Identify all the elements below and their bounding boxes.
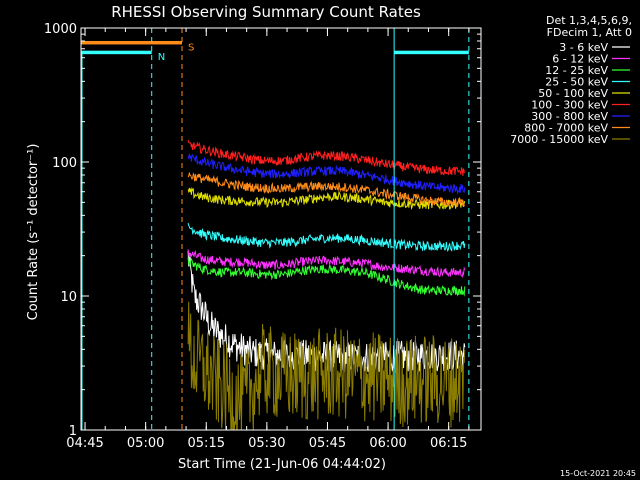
chart-title: RHESSI Observing Summary Count Rates	[111, 3, 421, 21]
flag-label-s: S	[188, 42, 194, 53]
flag-bar-1	[81, 50, 152, 55]
legend-item-label: 100 - 300 keV	[531, 99, 608, 112]
flag-bar-2	[394, 50, 469, 55]
y-tick-label: 10	[60, 290, 77, 305]
series-line-4	[187, 186, 466, 210]
flags-layer: SN	[81, 40, 469, 63]
x-tick-label: 06:00	[369, 436, 406, 451]
y-tick-label: 1	[69, 424, 77, 439]
footer-timestamp: 15-Oct-2021 20:45	[560, 469, 636, 478]
flag-bar-0	[81, 40, 183, 45]
markers-layer	[81, 28, 470, 430]
legend-item-label: 25 - 50 keV	[545, 76, 608, 89]
ticks-layer: 04:45 05:00 05:15 05:30 05:45 06:00 06:15 1 10 10…	[44, 22, 481, 451]
legend-item-label: 6 - 12 keV	[552, 53, 608, 66]
series-line-2	[187, 257, 466, 297]
y-tick-label: 100	[52, 156, 77, 171]
x-tick-label: 05:00	[127, 436, 164, 451]
legend-item-label: 300 - 800 keV	[531, 110, 608, 123]
legend-item-label: 12 - 25 keV	[545, 64, 608, 77]
legend-header-line: Det 1,3,4,5,6,9,	[546, 14, 632, 27]
legend-header-line: FDecim 1, Att 0	[547, 26, 632, 39]
legend-item-label: 3 - 6 keV	[559, 41, 608, 54]
y-tick-label: 1000	[44, 22, 77, 37]
x-tick-label: 05:15	[188, 436, 225, 451]
x-axis-label: Start Time (21-Jun-06 04:44:02)	[178, 457, 386, 472]
series-line-6	[187, 153, 466, 195]
series-line-3	[187, 222, 466, 253]
y-axis-label: Count Rate (s⁻¹ detector⁻¹)	[26, 144, 41, 321]
plot-frame	[80, 27, 482, 431]
series-line-7	[187, 171, 465, 208]
x-tick-label: 05:30	[248, 436, 285, 451]
series-line-5	[187, 139, 466, 176]
legend: Det 1,3,4,5,6,9,FDecim 1, Att 0 3 - 6 keV…	[510, 14, 632, 146]
x-tick-label: 04:45	[66, 436, 103, 451]
legend-item-label: 50 - 100 keV	[538, 87, 608, 100]
series-layer	[187, 139, 466, 430]
legend-item-label: 7000 - 15000 keV	[510, 133, 608, 146]
x-tick-label: 05:45	[309, 436, 346, 451]
legend-item-label: 800 - 7000 keV	[524, 122, 608, 135]
series-line-8	[187, 301, 466, 430]
series-line-1	[187, 249, 466, 279]
flag-label-n: N	[158, 52, 165, 63]
x-tick-label: 06:15	[430, 436, 467, 451]
